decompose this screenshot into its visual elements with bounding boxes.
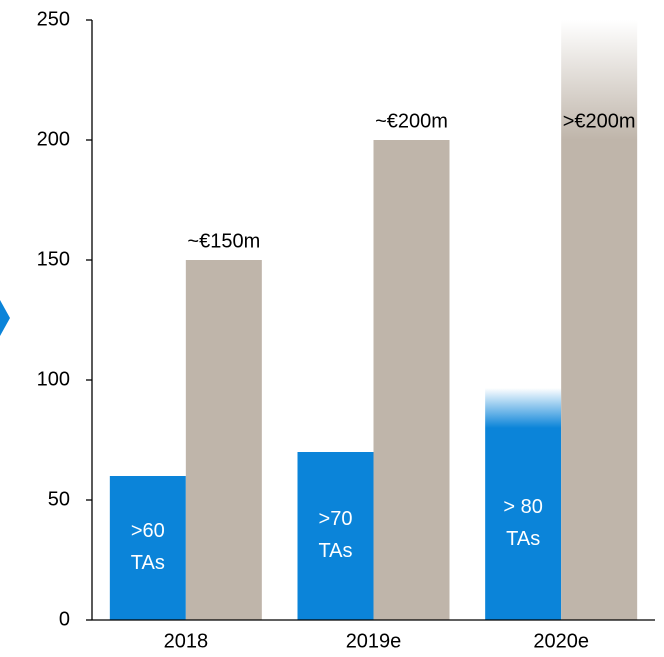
- bar-fade: [561, 20, 638, 140]
- bar: [185, 260, 262, 620]
- y-tick-label: 100: [37, 368, 70, 390]
- chevron-decoration: [0, 300, 10, 336]
- bar: [109, 476, 186, 620]
- bar-value-label: ~€150m: [187, 230, 260, 252]
- bar-value-label: ~€200m: [375, 110, 448, 132]
- bar-fade: [485, 388, 562, 428]
- bar-value-label: >60 TAs: [131, 520, 165, 574]
- x-tick-label: 2018: [164, 630, 209, 652]
- x-tick-label: 2019e: [346, 630, 402, 652]
- bar: [561, 140, 638, 620]
- y-tick-label: 200: [37, 128, 70, 150]
- bar-value-label: > 80 TAs: [503, 496, 542, 550]
- x-tick-label: 2020e: [533, 630, 589, 652]
- bar: [373, 140, 450, 620]
- bar: [485, 428, 562, 620]
- y-tick-label: 0: [59, 608, 70, 630]
- bar-value-label: >70 TAs: [318, 508, 352, 562]
- y-tick-label: 250: [37, 8, 70, 30]
- y-tick-label: 150: [37, 248, 70, 270]
- bar: [297, 452, 374, 620]
- y-tick-label: 50: [48, 488, 70, 510]
- bar-value-label: >€200m: [563, 110, 636, 132]
